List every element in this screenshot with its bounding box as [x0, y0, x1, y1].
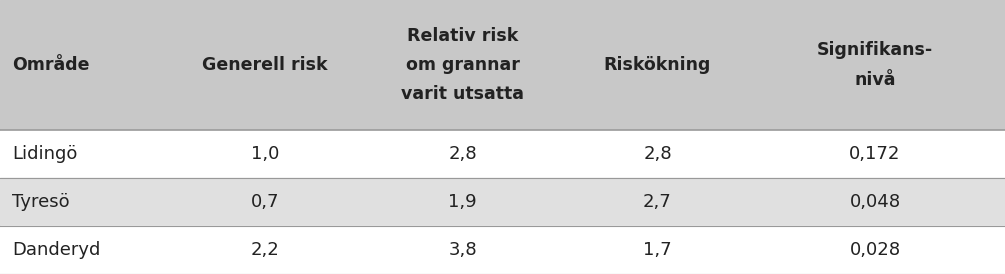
Text: 2,2: 2,2	[250, 241, 279, 259]
Text: 2,8: 2,8	[643, 145, 671, 163]
Text: 1,0: 1,0	[251, 145, 279, 163]
Text: 1,9: 1,9	[448, 193, 476, 211]
Bar	[0, 178, 1005, 226]
Bar	[0, 130, 1005, 178]
Text: Tyresö: Tyresö	[12, 193, 69, 211]
Text: 0,048: 0,048	[849, 193, 900, 211]
Text: Generell risk: Generell risk	[202, 56, 328, 74]
Text: 3,8: 3,8	[448, 241, 476, 259]
Text: 1,7: 1,7	[643, 241, 671, 259]
Text: Område: Område	[12, 56, 89, 74]
Text: 0,172: 0,172	[849, 145, 900, 163]
Text: 0,7: 0,7	[251, 193, 279, 211]
Bar	[0, 226, 1005, 274]
Text: Riskökning: Riskökning	[604, 56, 712, 74]
Text: Danderyd: Danderyd	[12, 241, 101, 259]
Text: Relativ risk
om grannar
varit utsatta: Relativ risk om grannar varit utsatta	[401, 27, 524, 103]
Text: Lidingö: Lidingö	[12, 145, 77, 163]
Text: 0,028: 0,028	[849, 241, 900, 259]
Text: Signifikans-
nivå: Signifikans- nivå	[817, 41, 933, 89]
Bar	[0, 0, 1005, 130]
Text: 2,7: 2,7	[643, 193, 672, 211]
Text: 2,8: 2,8	[448, 145, 476, 163]
